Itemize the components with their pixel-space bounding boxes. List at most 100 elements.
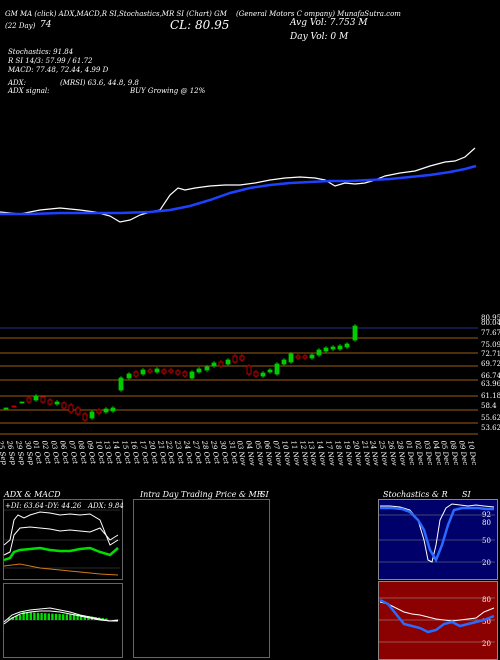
candle-body <box>26 397 32 403</box>
rsi-tick-50: 50 <box>482 618 491 626</box>
stoch-tick-50: 50 <box>482 537 491 545</box>
candle-body <box>196 368 202 373</box>
price-tick-label: 58.4 <box>481 402 497 410</box>
macd-histogram-bar <box>65 614 68 620</box>
macd-histogram-bar <box>29 612 32 620</box>
candle-body <box>295 355 301 359</box>
macd-value: MACD: 77.48, 72.44, 4.99 D <box>8 66 109 74</box>
intraday-panel <box>133 499 270 658</box>
candle-body <box>110 407 116 412</box>
macd-histogram-bar <box>105 618 108 620</box>
macd-histogram-bar <box>22 612 25 620</box>
candle-body <box>189 371 195 379</box>
price-tick-label: 75.09 <box>481 341 500 349</box>
candle-body <box>330 346 336 350</box>
macd-histogram-bar <box>51 613 54 620</box>
candle-body <box>316 349 322 356</box>
macd-histogram-bar <box>101 618 104 620</box>
period-value: 74 <box>40 20 52 30</box>
adx-line <box>3 546 119 562</box>
adx-panel-title: ADX & MACD <box>4 490 61 499</box>
macd-signal-line <box>3 610 118 625</box>
buy-signal: BUY Growing @ 12% <box>130 87 206 95</box>
avg-volume: Avg Vol: 7.753 M <box>290 18 368 28</box>
macd-histogram-bar <box>69 614 72 620</box>
candle-body <box>147 369 153 373</box>
stoch-d-line <box>380 506 494 563</box>
rsi-tick-80: 80 <box>482 596 491 604</box>
candle-body <box>323 347 329 352</box>
candle-body <box>267 369 273 373</box>
macd-histogram-bar <box>26 612 29 620</box>
adx-panel <box>3 499 123 580</box>
candle-body <box>288 353 294 363</box>
mrsi-line <box>379 598 495 634</box>
macd-histogram-bar <box>83 615 86 620</box>
rsi-tick-20: 20 <box>482 640 491 648</box>
macd-histogram-bar <box>11 617 14 620</box>
macd-histogram-bar <box>15 616 18 620</box>
stochastics-value: Stochastics: 91.84 <box>8 48 74 56</box>
ma-line <box>0 164 477 216</box>
candle-body <box>133 371 139 377</box>
rsi-value: R SI 14/3: 57.99 / 61.72 <box>8 57 93 65</box>
price-tick-label: 66.74 <box>481 372 500 380</box>
candle-body <box>260 372 266 377</box>
chart-title: GM MA (click) ADX,MACD,R SI,Stochastics,… <box>5 10 227 18</box>
candle-body <box>19 401 25 404</box>
candle-body <box>211 362 217 367</box>
candle-body <box>118 377 124 391</box>
candle-body <box>337 345 343 350</box>
candle-body <box>47 399 53 405</box>
intraday-title-si: SI <box>260 490 269 499</box>
company-name: (General Motors C ompany) MunafaSutra.co… <box>236 10 401 18</box>
macd-histogram-bar <box>33 612 36 620</box>
stochastics-panel <box>378 499 498 580</box>
adx-signal-label: ADX signal: <box>8 87 50 95</box>
price-tick-label: 72.71 <box>481 350 500 358</box>
candle-body <box>33 395 39 401</box>
price-tick-label: 80.04 <box>481 319 500 327</box>
stochastics-title-si: SI <box>462 490 471 499</box>
candle-body <box>344 343 350 348</box>
macd-histogram-bar <box>18 615 22 620</box>
candle-body <box>309 354 315 359</box>
macd-histogram-bar <box>80 615 83 620</box>
candle-body <box>89 411 95 419</box>
adx-minus-line <box>3 526 119 556</box>
rsi-line <box>379 601 495 622</box>
candle-body <box>40 396 46 403</box>
price-tick-label: 80.95 <box>481 314 500 322</box>
candle-body <box>140 369 146 375</box>
price-tick-label: 55.62 <box>481 414 500 422</box>
intraday-title: Intra Day Trading Price & MR <box>140 490 263 499</box>
day-volume: Day Vol: 0 M <box>290 32 349 42</box>
candle-body <box>175 370 181 375</box>
stoch-tick-20: 20 <box>482 559 491 567</box>
price-tick-label: 63.96 <box>481 380 500 388</box>
adx-label: ADX: <box>8 79 27 87</box>
macd-histogram-bar <box>54 613 58 620</box>
candle-body <box>246 365 252 375</box>
candle-body <box>54 401 60 405</box>
period-label: (22 Day) <box>5 22 36 30</box>
candle-body <box>68 404 74 413</box>
macd-histogram-bar <box>47 613 50 620</box>
candle-body <box>103 408 109 413</box>
candle-body <box>168 369 174 373</box>
candle-body <box>225 359 231 365</box>
candle-body <box>82 413 88 421</box>
adx-plus-di: +DI: 63.64 <box>5 502 44 510</box>
price-tick-label: 61.18 <box>481 392 500 400</box>
candle-body <box>126 373 132 379</box>
stochastics-title: Stochastics & R <box>383 490 448 499</box>
candle-body <box>253 371 259 377</box>
macd-histogram-bar <box>40 613 43 620</box>
candle-body <box>302 355 308 359</box>
candle-body <box>11 405 17 408</box>
candle-body <box>96 409 102 414</box>
candle-body <box>154 368 160 373</box>
macd-histogram-bar <box>76 614 79 620</box>
